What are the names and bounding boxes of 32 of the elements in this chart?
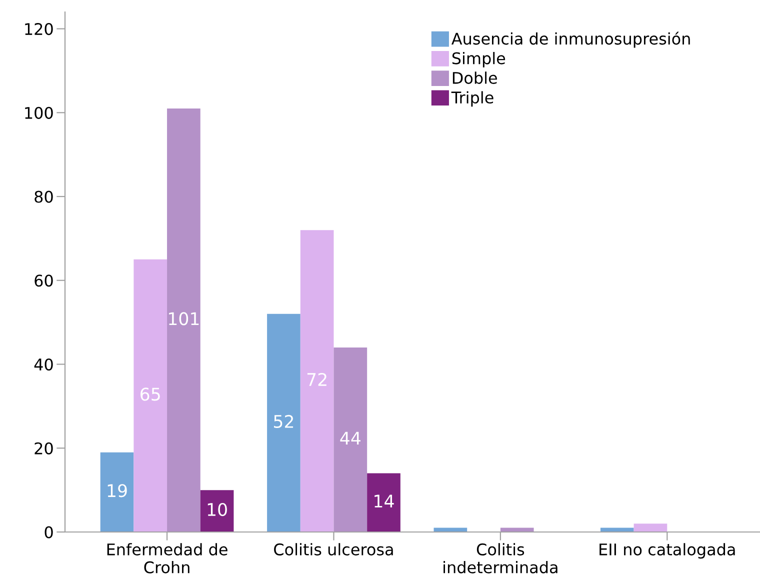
bar — [134, 259, 168, 532]
bar — [200, 490, 234, 532]
bar — [100, 452, 134, 532]
data-label: 14 — [374, 494, 394, 508]
y-tick-label: 40 — [34, 358, 53, 371]
bar — [267, 314, 300, 532]
bar — [334, 347, 368, 532]
x-tick-label: EII no catalogada — [600, 543, 735, 559]
data-label: 44 — [340, 432, 360, 445]
y-tick-label: 100 — [25, 106, 53, 119]
bar — [634, 524, 668, 532]
y-tick-label: 80 — [34, 190, 53, 203]
data-label: 10 — [208, 502, 227, 516]
bar — [367, 473, 400, 532]
x-tick-label: Colitis ulcerosa — [274, 543, 393, 556]
legend-label: Doble — [452, 72, 497, 84]
y-tick-label: 0 — [44, 526, 53, 538]
data-label: 52 — [274, 414, 294, 428]
legend-label: Triple — [451, 91, 494, 107]
x-tick-label: Colitis indeterminada — [444, 543, 558, 574]
data-label: 19 — [108, 484, 127, 498]
data-label: 65 — [140, 388, 160, 401]
data-label: 101 — [169, 312, 199, 326]
legend-label: Ausencia de inmunosupresión — [451, 32, 690, 48]
data-label: 72 — [307, 372, 326, 386]
x-tick-label: Enfermedad de Crohn — [107, 543, 228, 574]
bar — [167, 108, 200, 532]
y-tick-label: 20 — [34, 442, 53, 454]
y-tick-label: 60 — [34, 274, 53, 287]
bar — [300, 230, 334, 532]
legend-label: Simple — [452, 52, 506, 68]
y-tick-label: 120 — [25, 22, 53, 36]
